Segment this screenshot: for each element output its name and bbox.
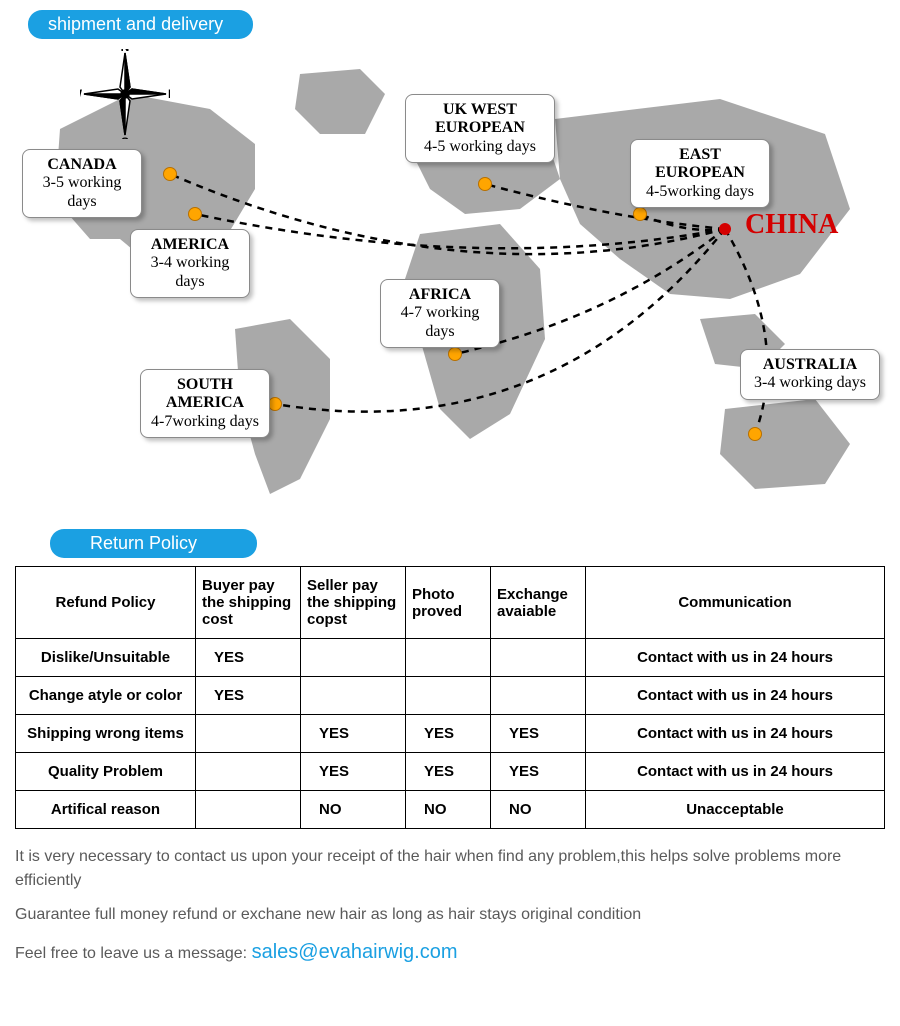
table-cell: NO	[301, 791, 406, 829]
table-cell: Contact with us in 24 hours	[586, 677, 885, 715]
row-label: Artifical reason	[16, 791, 196, 829]
table-cell	[406, 639, 491, 677]
destination-dot	[633, 207, 647, 221]
destination-callout: EAST EUROPEAN4-5working days	[630, 139, 770, 208]
table-cell: Contact with us in 24 hours	[586, 639, 885, 677]
return-policy-header: Return Policy	[50, 529, 257, 558]
svg-text:N: N	[121, 49, 130, 54]
table-column-header: Communication	[586, 567, 885, 639]
table-cell	[301, 639, 406, 677]
svg-text:S: S	[121, 135, 129, 139]
destination-callout: AUSTRALIA3-4 working days	[740, 349, 880, 400]
table-column-header: Exchange avaiable	[491, 567, 586, 639]
table-column-header: Refund Policy	[16, 567, 196, 639]
destination-days: 4-5working days	[641, 183, 759, 201]
destination-days: 3-5 working days	[33, 174, 131, 211]
shipment-header: shipment and delivery	[28, 10, 253, 39]
destination-callout: UK WEST EUROPEAN4-5 working days	[405, 94, 555, 163]
table-header-row: Refund PolicyBuyer pay the shipping cost…	[16, 567, 885, 639]
table-cell: YES	[491, 753, 586, 791]
table-column-header: Photo proved	[406, 567, 491, 639]
table-cell	[406, 677, 491, 715]
table-row: Artifical reasonNONONOUnacceptable	[16, 791, 885, 829]
destination-days: 3-4 working days	[751, 374, 869, 392]
destination-callout: AMERICA3-4 working days	[130, 229, 250, 298]
note-contact-line: Feel free to leave us a message: sales@e…	[15, 937, 885, 967]
destination-title: SOUTH AMERICA	[151, 376, 259, 413]
table-cell	[196, 791, 301, 829]
row-label: Change atyle or color	[16, 677, 196, 715]
table-body: Dislike/UnsuitableYESContact with us in …	[16, 639, 885, 829]
table-cell: YES	[301, 753, 406, 791]
row-label: Dislike/Unsuitable	[16, 639, 196, 677]
destination-dot	[268, 397, 282, 411]
destination-dot	[478, 177, 492, 191]
table-cell: Unacceptable	[586, 791, 885, 829]
table-cell: YES	[196, 677, 301, 715]
table-row: Dislike/UnsuitableYES Contact with us in …	[16, 639, 885, 677]
table-cell: Contact with us in 24 hours	[586, 715, 885, 753]
table-cell: YES	[406, 753, 491, 791]
destination-callout: SOUTH AMERICA4-7working days	[140, 369, 270, 438]
table-cell: Contact with us in 24 hours	[586, 753, 885, 791]
table-cell	[491, 677, 586, 715]
destination-callout: AFRICA4-7 working days	[380, 279, 500, 348]
table-row: Shipping wrong itemsYESYESYESContact wit…	[16, 715, 885, 753]
destination-dot	[448, 347, 462, 361]
table-column-header: Buyer pay the shipping cost	[196, 567, 301, 639]
svg-text:E: E	[168, 87, 170, 101]
table-cell: YES	[406, 715, 491, 753]
table-cell: YES	[301, 715, 406, 753]
destination-title: AFRICA	[391, 286, 489, 304]
row-label: Quality Problem	[16, 753, 196, 791]
destination-days: 4-7working days	[151, 413, 259, 431]
table-row: Change atyle or colorYES Contact with us …	[16, 677, 885, 715]
table-cell	[196, 715, 301, 753]
refund-policy-table: Refund PolicyBuyer pay the shipping cost…	[15, 566, 885, 829]
table-cell: NO	[406, 791, 491, 829]
svg-text:W: W	[80, 87, 83, 101]
destination-title: AMERICA	[141, 236, 239, 254]
destination-days: 3-4 working days	[141, 254, 239, 291]
destination-dot	[188, 207, 202, 221]
destination-callout: CANADA3-5 working days	[22, 149, 142, 218]
contact-email[interactable]: sales@evahairwig.com	[252, 941, 458, 963]
shipping-map: N E S W CHINA CANADA3-5 working days AMER…	[10, 39, 890, 519]
destination-title: AUSTRALIA	[751, 356, 869, 374]
note-line: Guarantee full money refund or exchane n…	[15, 903, 885, 927]
destination-dot	[163, 167, 177, 181]
row-label: Shipping wrong items	[16, 715, 196, 753]
origin-dot	[719, 223, 731, 235]
destination-title: UK WEST EUROPEAN	[416, 101, 544, 138]
note-prefix: Feel free to leave us a message:	[15, 945, 252, 962]
destination-title: EAST EUROPEAN	[641, 146, 759, 183]
table-row: Quality ProblemYESYESYESContact with us …	[16, 753, 885, 791]
destination-days: 4-5 working days	[416, 138, 544, 156]
table-cell: YES	[196, 639, 301, 677]
destination-days: 4-7 working days	[391, 304, 489, 341]
origin-label: CHINA	[745, 209, 838, 241]
destination-title: CANADA	[33, 156, 131, 174]
table-cell	[196, 753, 301, 791]
compass-icon: N E S W	[80, 49, 170, 139]
table-cell: YES	[491, 715, 586, 753]
policy-notes: It is very necessary to contact us upon …	[15, 845, 885, 967]
table-cell	[301, 677, 406, 715]
note-line: It is very necessary to contact us upon …	[15, 845, 885, 893]
table-cell	[491, 639, 586, 677]
table-column-header: Seller pay the shipping copst	[301, 567, 406, 639]
table-cell: NO	[491, 791, 586, 829]
destination-dot	[748, 427, 762, 441]
